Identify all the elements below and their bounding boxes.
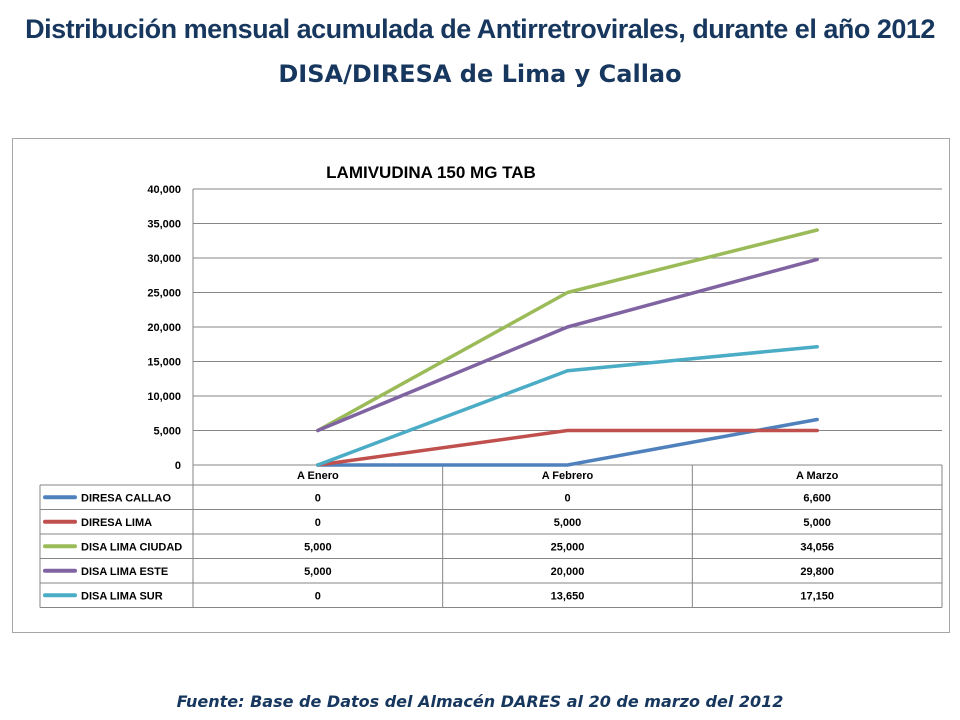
y-tick-label: 25,000: [147, 288, 181, 300]
series-line: [316, 417, 819, 467]
source-note: Fuente: Base de Datos del Almacén DARES …: [176, 692, 784, 711]
series-line: [316, 257, 819, 433]
data-table-value: 29,800: [800, 566, 834, 578]
line-chart: LAMIVUDINA 150 MG TAB 0 5,000 10,000 15,000 2…: [39, 163, 943, 608]
y-tick-label: 40,000: [147, 184, 181, 196]
data-table-value: 0: [315, 492, 321, 504]
x-category-label: A Febrero: [542, 470, 594, 482]
legend-label: DISA LIMA CIUDAD: [81, 541, 182, 553]
legend-label: DIRESA CALLAO: [81, 492, 171, 504]
data-table-value: 0: [564, 492, 570, 504]
series-line: [316, 344, 819, 467]
data-table-value: 13,650: [551, 590, 585, 602]
chart-title: LAMIVUDINA 150 MG TAB: [326, 163, 536, 182]
legend-label: DISA LIMA ESTE: [81, 566, 168, 578]
data-table-value: 0: [315, 517, 321, 529]
x-category-label: A Enero: [297, 470, 339, 482]
page-title: Distribución mensual acumulada de Antirr…: [25, 14, 935, 44]
y-tick-label: 0: [175, 460, 181, 472]
y-tick-label: 30,000: [147, 253, 181, 265]
data-table-value: 5,000: [304, 541, 332, 553]
data-table-value: 20,000: [551, 566, 585, 578]
series-line: [316, 428, 819, 467]
data-table-value: 34,056: [800, 541, 834, 553]
y-tick-label: 20,000: [147, 322, 181, 334]
data-table-value: 0: [315, 590, 321, 602]
x-category-label: A Marzo: [796, 470, 839, 482]
page-subtitle: DISA/DIRESA de Lima y Callao: [278, 60, 682, 88]
y-tick-label: 10,000: [147, 391, 181, 403]
data-table-value: 5,000: [803, 517, 831, 529]
legend-label: DISA LIMA SUR: [81, 590, 163, 602]
data-table-value: 5,000: [304, 566, 332, 578]
data-table-value: 5,000: [554, 517, 582, 529]
data-table-value: 6,600: [803, 492, 831, 504]
legend-label: DIRESA LIMA: [81, 517, 152, 529]
y-tick-label: 35,000: [147, 219, 181, 231]
series-line: [316, 228, 819, 433]
chart-frame: LAMIVUDINA 150 MG TAB 0 5,000 10,000 15,000 2…: [12, 138, 950, 633]
y-tick-label: 15,000: [147, 357, 181, 369]
y-tick-label: 5,000: [153, 426, 181, 438]
data-table-value: 17,150: [800, 590, 834, 602]
data-table-value: 25,000: [551, 541, 585, 553]
